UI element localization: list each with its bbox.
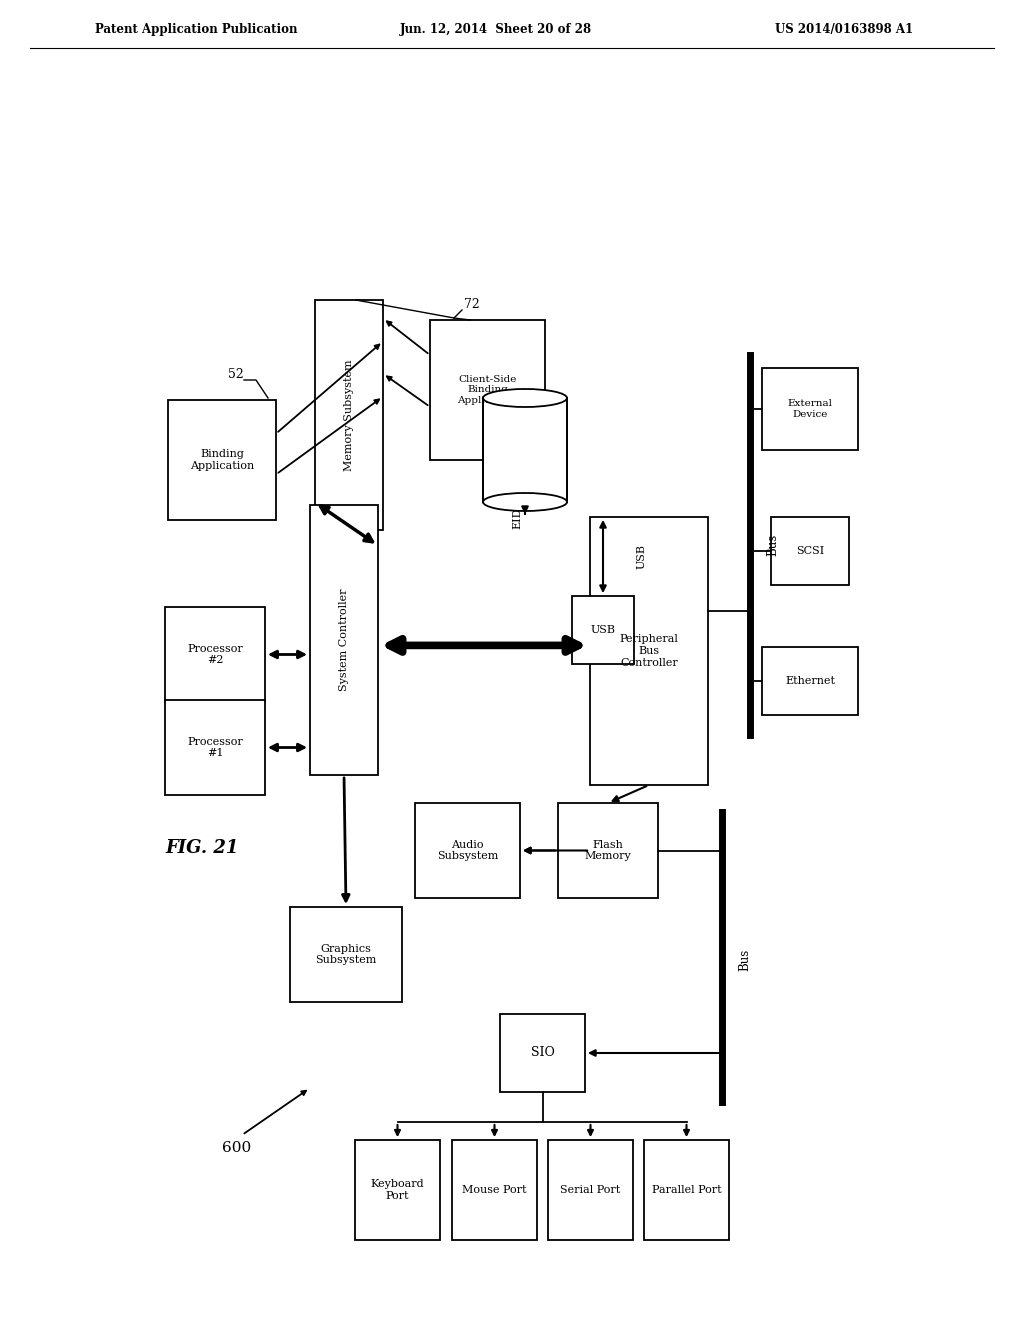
Text: Parallel Port: Parallel Port	[651, 1185, 721, 1195]
FancyBboxPatch shape	[590, 517, 708, 785]
FancyBboxPatch shape	[644, 1140, 729, 1239]
FancyBboxPatch shape	[548, 1140, 633, 1239]
FancyBboxPatch shape	[310, 506, 378, 775]
Text: Audio
Subsystem: Audio Subsystem	[437, 840, 499, 862]
Text: Processor
#2: Processor #2	[187, 644, 243, 665]
FancyBboxPatch shape	[762, 647, 858, 715]
Text: Jun. 12, 2014  Sheet 20 of 28: Jun. 12, 2014 Sheet 20 of 28	[400, 24, 592, 37]
Text: USB: USB	[637, 544, 647, 569]
Text: FIG. 21: FIG. 21	[165, 840, 239, 857]
FancyBboxPatch shape	[355, 1140, 440, 1239]
Text: System Controller: System Controller	[339, 589, 349, 692]
FancyBboxPatch shape	[315, 300, 383, 531]
FancyBboxPatch shape	[165, 700, 265, 795]
Text: Serial Port: Serial Port	[560, 1185, 621, 1195]
Ellipse shape	[483, 389, 567, 407]
FancyBboxPatch shape	[415, 803, 520, 898]
Text: Bus: Bus	[738, 949, 751, 972]
Text: SIO: SIO	[530, 1047, 554, 1060]
Text: Graphics
Subsystem: Graphics Subsystem	[315, 944, 377, 965]
Text: EIDE: EIDE	[512, 499, 522, 529]
FancyBboxPatch shape	[558, 803, 658, 898]
Text: Client-Side
Binding
Application: Client-Side Binding Application	[458, 375, 517, 405]
Text: Ethernet: Ethernet	[785, 676, 835, 686]
Text: Processor
#1: Processor #1	[187, 737, 243, 758]
Text: External
Device: External Device	[787, 399, 833, 418]
Text: Mouse Port: Mouse Port	[462, 1185, 526, 1195]
FancyBboxPatch shape	[168, 400, 276, 520]
Text: 72: 72	[464, 298, 480, 312]
FancyBboxPatch shape	[290, 907, 402, 1002]
Text: Binding
Application: Binding Application	[189, 449, 254, 471]
Text: Memory Subsystem: Memory Subsystem	[344, 359, 354, 471]
FancyBboxPatch shape	[500, 1014, 585, 1092]
Text: USB: USB	[591, 624, 615, 635]
FancyBboxPatch shape	[771, 517, 849, 585]
Text: SCSI: SCSI	[796, 546, 824, 556]
FancyBboxPatch shape	[165, 607, 265, 702]
FancyBboxPatch shape	[452, 1140, 537, 1239]
FancyBboxPatch shape	[572, 597, 634, 664]
Text: US 2014/0163898 A1: US 2014/0163898 A1	[775, 24, 913, 37]
Ellipse shape	[483, 492, 567, 511]
FancyBboxPatch shape	[762, 368, 858, 450]
Text: 600: 600	[222, 1140, 251, 1155]
Text: Flash
Memory: Flash Memory	[585, 840, 632, 862]
Text: 52: 52	[228, 368, 244, 381]
Text: Patent Application Publication: Patent Application Publication	[95, 24, 298, 37]
Text: Keyboard
Port: Keyboard Port	[371, 1179, 424, 1201]
FancyBboxPatch shape	[430, 319, 545, 459]
Text: Bus: Bus	[766, 533, 779, 556]
FancyBboxPatch shape	[483, 399, 567, 502]
Text: Peripheral
Bus
Controller: Peripheral Bus Controller	[620, 635, 679, 668]
